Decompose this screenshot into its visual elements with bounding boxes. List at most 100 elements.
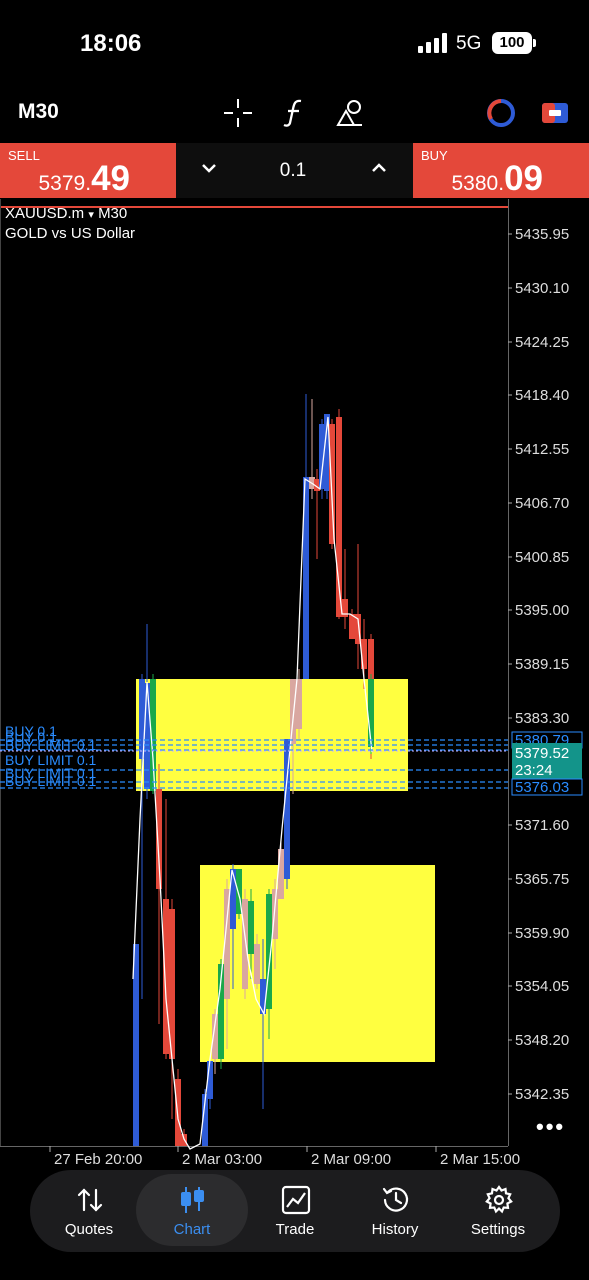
- volume-increase-icon[interactable]: [366, 155, 392, 181]
- candle-body: [303, 477, 309, 679]
- nav-history-label: History: [371, 1221, 419, 1238]
- price-label: 5365.75: [515, 871, 569, 888]
- status-time: 18:06: [80, 30, 142, 57]
- price-axis: 5435.95 5430.10 5424.25 5418.40 5412.55 5406.…: [508, 226, 569, 1103]
- candle-body: [248, 901, 254, 954]
- price-label: 5435.95: [515, 226, 569, 243]
- buy-price-main: 5380.: [451, 172, 505, 195]
- nav-trade-label: Trade: [275, 1221, 315, 1238]
- chart-canvas[interactable]: BUY 0.1 BUY 0.1 BUY LIMIT 0.1 BUY LIMIT …: [0, 199, 589, 1169]
- bid-price-box: [512, 743, 582, 780]
- line-overlay: [132, 416, 373, 1150]
- sell-price-pips: 49: [91, 159, 130, 198]
- order-label-buy-2[interactable]: BUY 0.1: [5, 729, 57, 745]
- price-label: 5412.55: [515, 441, 569, 458]
- candle-body: [254, 944, 260, 984]
- trade-line-icon: [281, 1185, 311, 1215]
- nav-quotes-label: Quotes: [64, 1221, 114, 1238]
- more-options-icon[interactable]: •••: [536, 1114, 566, 1139]
- candle-body: [236, 869, 242, 914]
- time-label-4: 2 Mar 15:00: [440, 1151, 520, 1168]
- price-label: 5395.00: [515, 602, 569, 619]
- candle-body: [368, 679, 374, 747]
- symbol-caret-icon[interactable]: ▾: [88, 209, 94, 221]
- timeframe-button[interactable]: M30: [18, 100, 59, 123]
- candle-body: [202, 1094, 208, 1146]
- candle-body: [290, 679, 296, 744]
- price-label: 5418.40: [515, 387, 569, 404]
- candle-body: [169, 909, 175, 1059]
- order-label-buy-limit-4[interactable]: BUY LIMIT 0.1: [5, 773, 97, 789]
- nav-active-highlight: [136, 1174, 248, 1246]
- price-label: 5430.10: [515, 280, 569, 297]
- function-icon[interactable]: [279, 98, 309, 128]
- candle-body: [230, 869, 236, 929]
- price-label: 5342.35: [515, 1086, 569, 1103]
- buy-price-pips: 09: [504, 159, 543, 198]
- crosshair-icon[interactable]: [223, 98, 253, 128]
- order-label-buy-1[interactable]: BUY 0.1: [5, 723, 57, 739]
- battery-icon: 100: [492, 32, 532, 54]
- nav-settings[interactable]: Settings: [445, 1170, 551, 1252]
- candle-body: [139, 679, 145, 759]
- price-label: 5406.70: [515, 495, 569, 512]
- current-bid-price: 5379.52: [515, 745, 569, 762]
- candle-body: [218, 964, 224, 1059]
- candle-body: [314, 479, 320, 491]
- buy-button[interactable]: BUY 5380.09: [413, 143, 589, 198]
- candle-body: [207, 1061, 213, 1099]
- buy-price: 5380.09: [452, 159, 544, 199]
- one-click-trade-bar: SELL 5379.49 0.1 BUY 5380.09: [0, 143, 589, 198]
- candle-body: [336, 417, 342, 617]
- sell-button[interactable]: SELL 5379.49: [0, 143, 176, 198]
- candles: [133, 394, 374, 1146]
- nav-quotes[interactable]: Quotes: [36, 1170, 142, 1252]
- network-type: 5G: [456, 33, 482, 54]
- trade-toggle-icon[interactable]: [540, 98, 570, 128]
- nav-chart-label: Chart: [173, 1221, 211, 1238]
- order-label-buy-limit-3[interactable]: BUY LIMIT 0.1: [5, 765, 97, 781]
- candle-body: [342, 599, 348, 617]
- candle-body: [368, 639, 374, 679]
- candle-body: [272, 889, 278, 939]
- history-clock-icon: [382, 1187, 409, 1212]
- candle-body: [260, 979, 266, 1014]
- volume-value[interactable]: 0.1: [279, 160, 307, 181]
- bar-countdown: 23:24: [515, 762, 553, 779]
- candle-body: [156, 789, 162, 889]
- nav-settings-label: Settings: [470, 1221, 526, 1238]
- nav-history[interactable]: History: [342, 1170, 448, 1252]
- battery-tip: [533, 39, 536, 47]
- chart-candles-icon: [181, 1187, 204, 1213]
- price-label: 5400.85: [515, 549, 569, 566]
- quotes-arrows-icon: [77, 1188, 103, 1212]
- candle-body: [296, 679, 302, 729]
- timeframe-circle-icon[interactable]: [486, 98, 516, 128]
- sell-price-main: 5379.: [38, 172, 92, 195]
- candle-body: [324, 414, 330, 491]
- candle-body: [242, 899, 248, 989]
- chart-toolbar: M30: [0, 88, 589, 140]
- price-label: 5424.25: [515, 334, 569, 351]
- price-chart[interactable]: BUY 0.1 BUY 0.1 BUY LIMIT 0.1 BUY LIMIT …: [0, 199, 589, 1169]
- candle-body: [144, 683, 150, 789]
- candle-body: [212, 1014, 218, 1059]
- objects-icon[interactable]: [335, 98, 365, 128]
- order-label-buy-limit-2[interactable]: BUY LIMIT 0.1: [5, 752, 97, 768]
- settings-gear-icon: [485, 1185, 513, 1214]
- price-label: 5389.15: [515, 656, 569, 673]
- order-lines: [0, 739, 508, 789]
- order-label-buy-limit-1[interactable]: BUY LIMIT 0.1: [5, 737, 97, 753]
- nav-chart[interactable]: Chart: [136, 1170, 248, 1252]
- time-label-1: 27 Feb 20:00: [54, 1151, 142, 1168]
- nav-trade[interactable]: Trade: [242, 1170, 348, 1252]
- candle-body: [266, 894, 272, 1009]
- volume-decrease-icon[interactable]: [196, 155, 222, 181]
- order-price-lower: 5376.03: [515, 779, 569, 796]
- symbol-info[interactable]: XAUUSD.m ▾ M30: [5, 205, 127, 222]
- symbol-name[interactable]: XAUUSD.m: [5, 205, 85, 222]
- time-label-3: 2 Mar 09:00: [311, 1151, 391, 1168]
- price-label: 5371.60: [515, 817, 569, 834]
- time-ticks: [49, 1146, 437, 1152]
- signal-strength-icon: [418, 33, 448, 53]
